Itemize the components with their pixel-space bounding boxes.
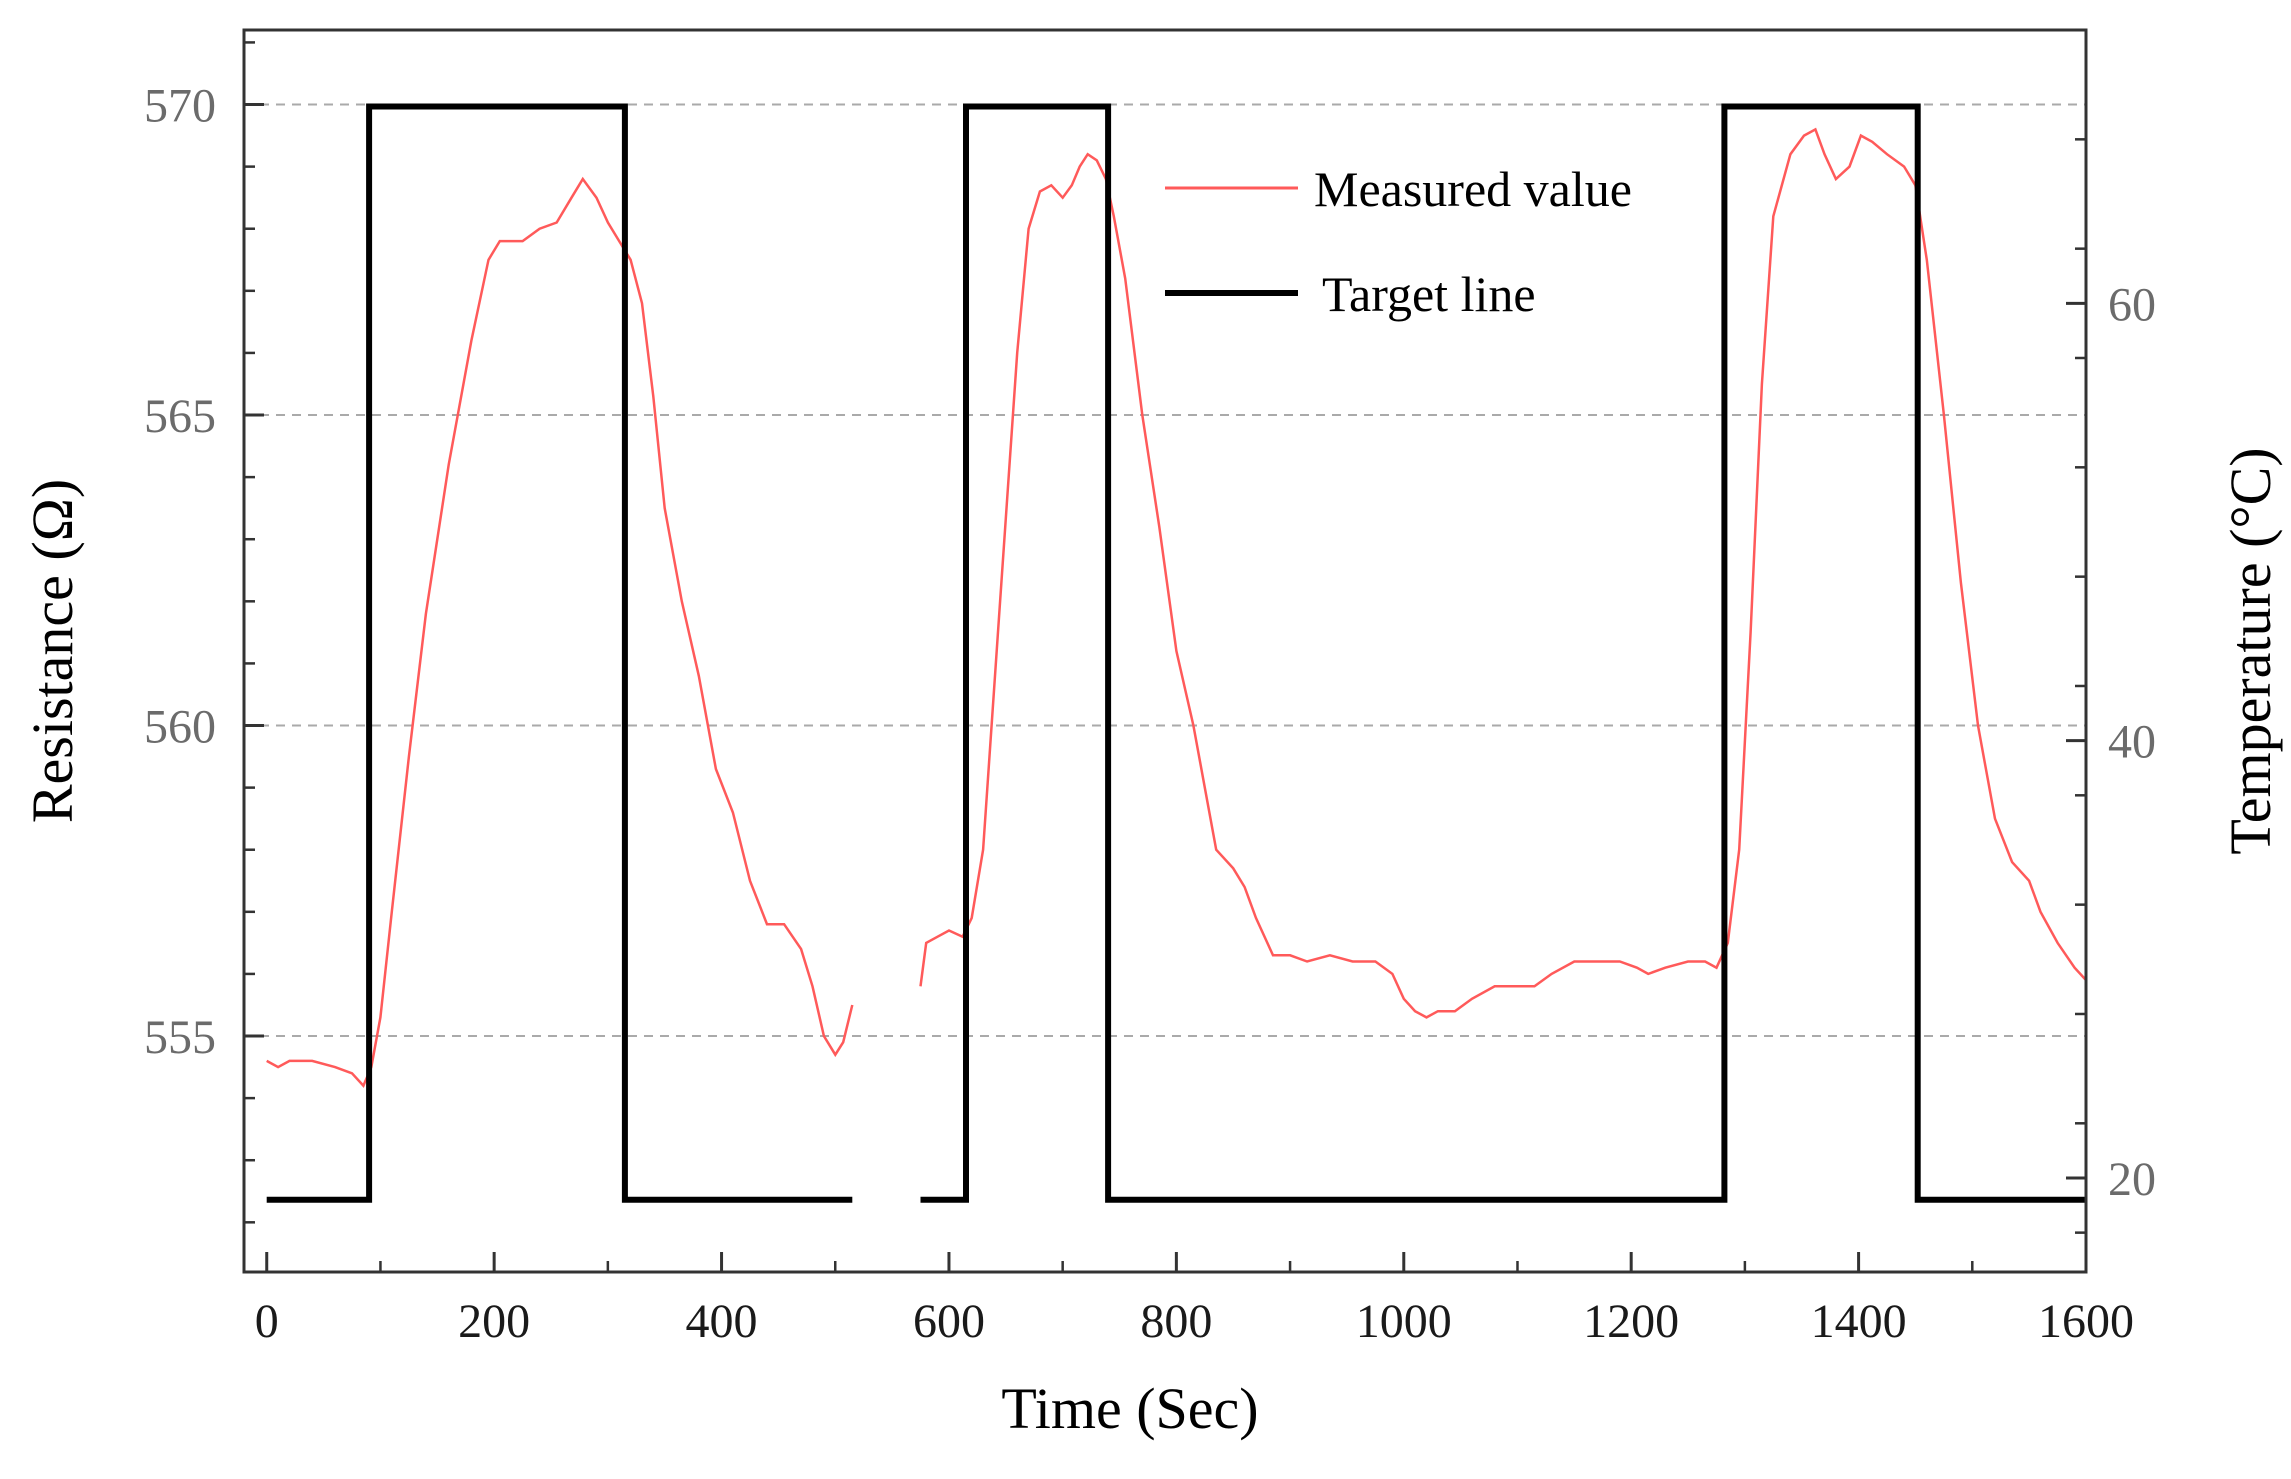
- y2-tick-label-20: 20: [2108, 1153, 2156, 1206]
- axis-ticks: 0 200 400 600 800 1000 1200 1400 1600 555 560 565 57…: [144, 28, 2156, 1348]
- x-tick-label-0: 0: [255, 1295, 279, 1348]
- x-tick-label-800: 800: [1140, 1295, 1212, 1348]
- series-layer: [266, 103, 2087, 1203]
- target-line-segment-2: [920, 103, 2086, 1203]
- y-tick-label-570: 570: [144, 80, 216, 133]
- x-axis-title: Time (Sec): [1001, 1376, 1258, 1441]
- target-line-segment-1: [266, 103, 853, 1203]
- y-tick-label-565: 565: [144, 390, 216, 443]
- x-tick-label-1000: 1000: [1356, 1295, 1452, 1348]
- x-tick-label-1200: 1200: [1583, 1295, 1679, 1348]
- x-tick-label-1600: 1600: [2038, 1295, 2134, 1348]
- x-tick-label-1400: 1400: [1811, 1295, 1907, 1348]
- y2-tick-label-60: 60: [2108, 278, 2156, 331]
- y-axis-title: Resistance (Ω): [20, 479, 85, 823]
- x-tick-label-600: 600: [913, 1295, 985, 1348]
- y-tick-label-560: 560: [144, 701, 216, 754]
- x-tick-label-400: 400: [686, 1295, 758, 1348]
- legend: Measured value Target line: [1165, 161, 1632, 322]
- measured-value-segment-2: [919, 127, 2087, 1019]
- y-tick-label-555: 555: [144, 1011, 216, 1064]
- x-tick-label-200: 200: [458, 1295, 530, 1348]
- legend-label-target: Target line: [1322, 266, 1536, 322]
- y2-tick-label-40: 40: [2108, 716, 2156, 769]
- measured-value-segment-1: [266, 176, 854, 1088]
- y2-axis-title: Temperature (°C): [2218, 447, 2283, 854]
- legend-label-measured: Measured value: [1314, 161, 1632, 217]
- plot-frame: [242, 28, 2088, 1274]
